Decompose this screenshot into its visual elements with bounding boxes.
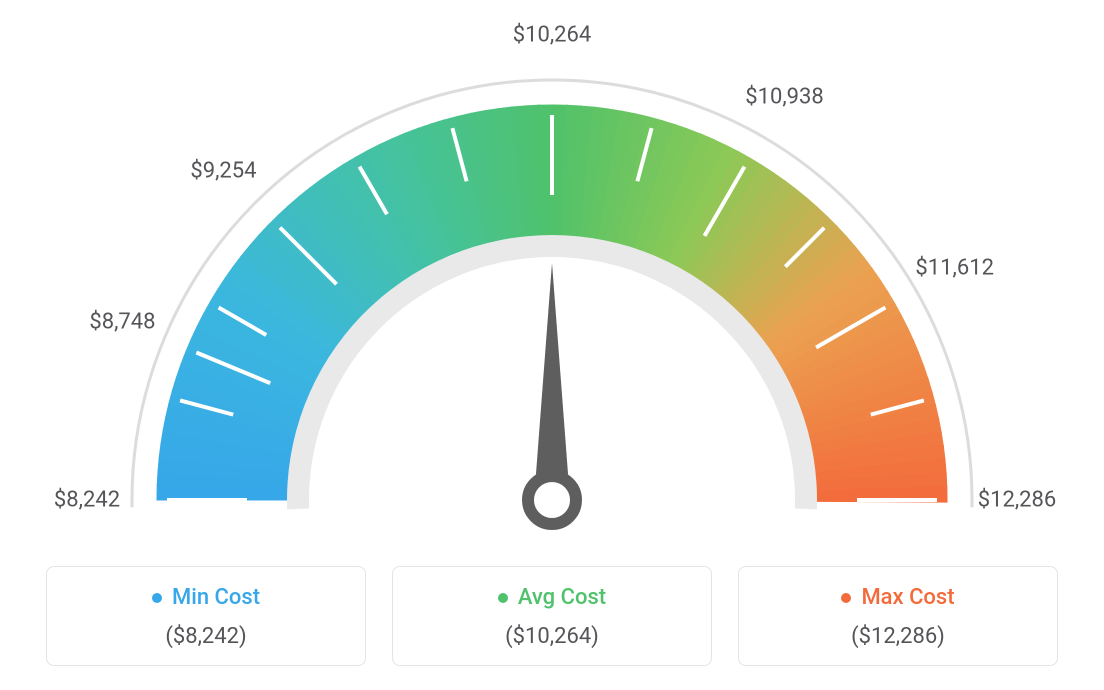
- gauge-tick-label: $8,748: [89, 309, 155, 334]
- legend-title-text: Min Cost: [172, 585, 260, 610]
- legend-row: Min Cost ($8,242) Avg Cost ($10,264) Max…: [30, 566, 1074, 666]
- legend-value-max: ($12,286): [749, 624, 1047, 649]
- gauge-tick-label: $8,242: [54, 488, 120, 513]
- legend-card-max: Max Cost ($12,286): [738, 566, 1058, 666]
- gauge-tick-label: $9,254: [190, 158, 256, 183]
- legend-card-avg: Avg Cost ($10,264): [392, 566, 712, 666]
- dot-icon: [498, 593, 508, 603]
- gauge-chart: $8,242 $8,748 $9,254 $10,264 $10,938 $11,612 $…: [0, 0, 1104, 540]
- dot-icon: [152, 593, 162, 603]
- legend-title-text: Max Cost: [861, 585, 954, 610]
- dot-icon: [841, 593, 851, 603]
- gauge-tick-label: $10,264: [513, 23, 592, 48]
- legend-title-min: Min Cost: [152, 585, 260, 610]
- gauge-tick-label: $11,612: [915, 255, 994, 280]
- gauge-tick-label: $10,938: [745, 85, 824, 110]
- legend-card-min: Min Cost ($8,242): [46, 566, 366, 666]
- legend-value-avg: ($10,264): [403, 624, 701, 649]
- legend-title-avg: Avg Cost: [498, 585, 606, 610]
- legend-value-min: ($8,242): [57, 624, 355, 649]
- gauge-tick-label: $12,286: [978, 488, 1057, 513]
- legend-title-max: Max Cost: [841, 585, 954, 610]
- legend-title-text: Avg Cost: [518, 585, 606, 610]
